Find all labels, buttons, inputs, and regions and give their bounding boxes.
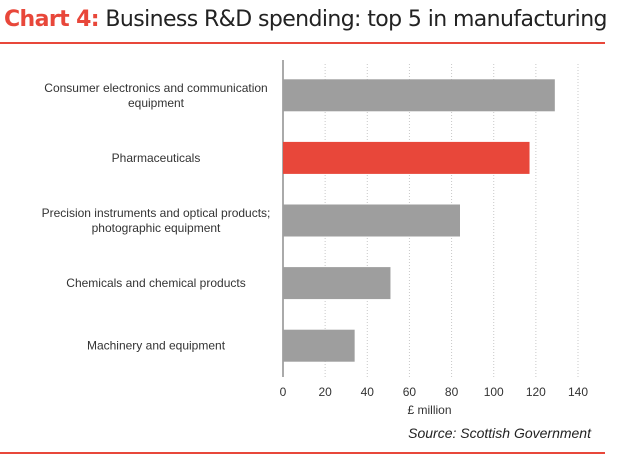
chart-title-main: Business R&D spending: top 5 in manufact… [105, 7, 607, 32]
x-tick-label: 100 [484, 385, 504, 399]
bar [283, 267, 391, 300]
category-label: Precision instruments and optical produc… [42, 206, 271, 220]
bar [283, 329, 355, 362]
source-note: Source: Scottish Government [408, 425, 591, 441]
chart-title-prefix: Chart 4: [4, 7, 100, 32]
x-tick-label: 140 [568, 385, 588, 399]
category-label: Chemicals and chemical products [66, 276, 245, 290]
chart-title: Chart 4: Business R&D spending: top 5 in… [4, 6, 608, 34]
title-rule [0, 42, 605, 44]
x-tick-label: 120 [526, 385, 546, 399]
category-label: Consumer electronics and communication [44, 81, 267, 95]
bar [283, 204, 460, 237]
x-axis-label: £ million [407, 403, 451, 417]
category-label: equipment [128, 96, 185, 110]
bar-highlight [283, 141, 530, 174]
x-tick-label: 20 [318, 385, 332, 399]
category-label: photographic equipment [92, 221, 221, 235]
footer-rule [0, 452, 605, 454]
category-label: Pharmaceuticals [112, 151, 201, 165]
x-tick-label: 80 [445, 385, 459, 399]
category-label: Machinery and equipment [87, 339, 226, 353]
x-tick-label: 40 [361, 385, 375, 399]
bar [283, 79, 555, 112]
x-tick-label: 60 [403, 385, 417, 399]
x-tick-label: 0 [280, 385, 287, 399]
